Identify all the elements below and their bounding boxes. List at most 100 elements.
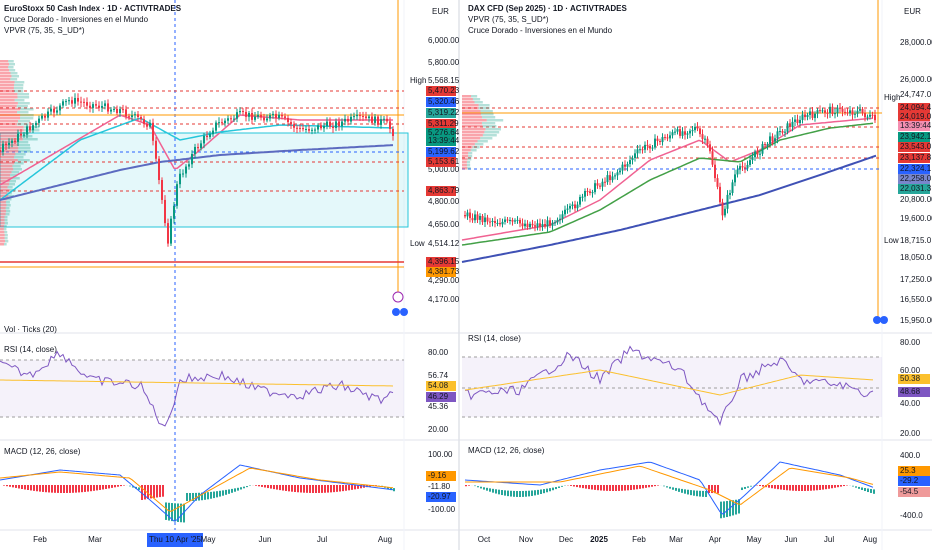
vpvr-bar	[0, 162, 15, 165]
vpvr-bar	[484, 131, 500, 134]
candle	[554, 222, 556, 224]
macd-hist	[720, 501, 722, 519]
indicator-label: VPVR (75, 35, S_UD*)	[468, 15, 549, 24]
macd-hist	[486, 487, 488, 491]
candle	[2, 143, 4, 152]
candle	[716, 178, 719, 187]
macd-hist	[315, 485, 317, 493]
macd-hist	[45, 485, 47, 493]
candle	[626, 164, 629, 167]
vpvr-bar	[0, 66, 9, 69]
vpvr-bar	[462, 107, 479, 110]
macd-hist	[129, 485, 131, 487]
vpvr-bar	[0, 105, 17, 108]
rsi-axis-label: 20.00	[900, 429, 921, 438]
candle	[606, 175, 609, 183]
macd-hist	[714, 485, 716, 494]
event-icon[interactable]	[873, 316, 881, 324]
vpvr-bar	[462, 158, 468, 161]
price-tag	[426, 257, 456, 267]
price-axis-label: 15,950.00	[900, 316, 932, 325]
macd-hist	[219, 490, 221, 497]
candle	[353, 116, 355, 118]
candle	[50, 108, 52, 112]
macd-hist	[561, 485, 563, 487]
candle	[218, 122, 220, 124]
macd-hist	[27, 485, 29, 490]
candle	[684, 131, 686, 135]
candle	[789, 123, 791, 127]
candle	[601, 181, 604, 187]
vpvr-bar	[23, 129, 40, 132]
macd-hist	[735, 499, 737, 515]
event-icon[interactable]	[400, 308, 408, 316]
macd-hist	[861, 487, 863, 490]
candle	[726, 194, 729, 209]
candle	[711, 151, 714, 165]
event-icon[interactable]	[392, 308, 400, 316]
candle	[811, 111, 814, 118]
label: 5,568.15	[428, 76, 460, 85]
macd-hist	[99, 485, 101, 490]
macd-hist	[306, 485, 308, 493]
candle	[329, 121, 331, 127]
candle	[819, 110, 821, 112]
candle	[356, 114, 358, 117]
candle	[374, 116, 376, 123]
candle	[786, 123, 789, 132]
vpvr-bar	[17, 93, 30, 96]
macd-hist	[150, 485, 152, 499]
candle	[260, 114, 262, 118]
macd-axis-label: -11.80	[428, 482, 451, 491]
price-tag-label: 54.08	[428, 381, 449, 390]
macd-hist	[3, 485, 5, 486]
macd-hist	[681, 488, 683, 493]
vpvr-bar	[18, 147, 31, 150]
price-tag-label: 5,153.61	[428, 157, 460, 166]
candle	[293, 124, 295, 128]
price-tag	[426, 392, 456, 402]
candle	[774, 138, 776, 142]
macd-hist	[78, 485, 80, 493]
candle	[746, 164, 749, 169]
candle	[281, 114, 283, 117]
candle	[122, 109, 124, 111]
price-tag-label: 13:39:44	[428, 136, 460, 145]
candle	[149, 122, 151, 127]
candle	[116, 109, 118, 114]
macd-hist	[711, 485, 713, 494]
rsi-axis-label: 40.00	[900, 399, 921, 408]
candle	[278, 114, 280, 118]
candle	[794, 119, 796, 122]
candle	[514, 220, 516, 222]
macd-hist	[804, 485, 806, 491]
candle	[215, 122, 217, 131]
macd-axis-label: 100.00	[428, 450, 453, 459]
candle	[764, 144, 766, 146]
candle	[317, 125, 319, 130]
candle	[188, 164, 190, 167]
macd-signal	[465, 465, 874, 505]
vpvr-bar	[17, 120, 30, 123]
event-icon[interactable]	[880, 316, 888, 324]
candle	[275, 113, 277, 118]
macd-hist	[180, 503, 182, 523]
candle	[744, 167, 746, 169]
macd-hist	[726, 501, 728, 518]
macd-hist	[216, 491, 218, 498]
candle	[506, 219, 509, 221]
time-axis-label: Oct	[478, 535, 491, 544]
macd-hist	[186, 492, 188, 501]
candle	[152, 122, 154, 141]
candle	[511, 220, 514, 222]
vpvr-bar	[472, 146, 480, 149]
vpvr-bar	[462, 128, 486, 131]
price-tag-label: 4,863.79	[428, 186, 460, 195]
macd-line	[464, 461, 874, 515]
candle	[841, 108, 844, 112]
vpvr-bar	[16, 141, 29, 144]
candle	[182, 173, 184, 175]
candle	[854, 113, 856, 115]
event-icon[interactable]	[392, 291, 404, 303]
macd-hist	[642, 485, 644, 489]
